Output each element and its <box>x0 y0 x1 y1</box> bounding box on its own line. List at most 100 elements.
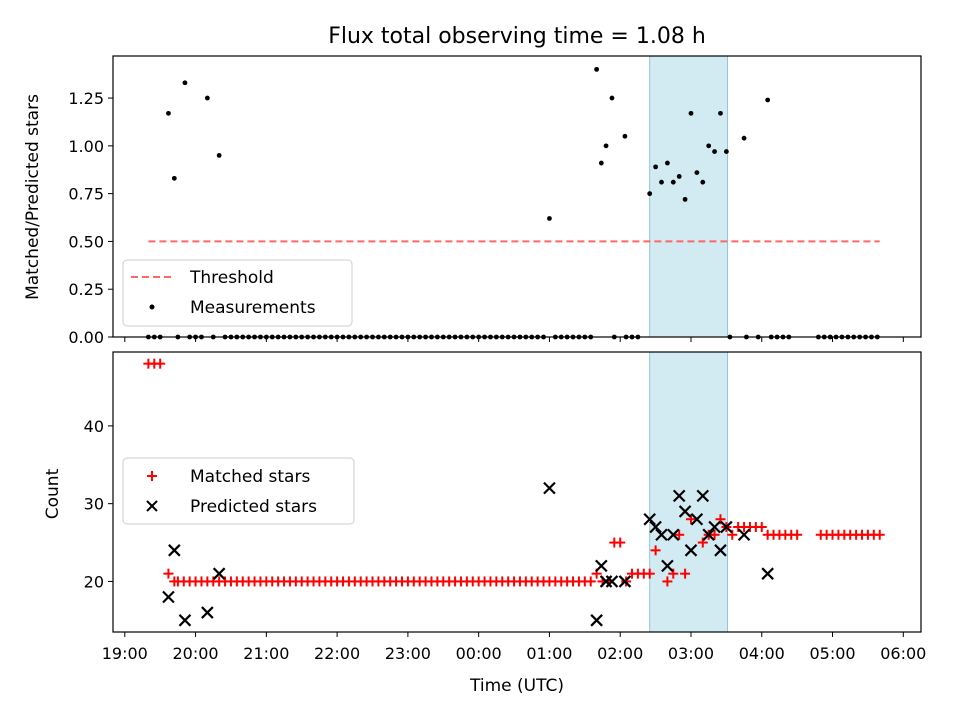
x-b <box>714 544 727 557</box>
x-tick-label: 22:00 <box>314 644 360 663</box>
matched-stars-point <box>874 529 885 540</box>
matched-stars-point <box>709 529 720 540</box>
measurement-point <box>741 135 747 141</box>
count-legend: Matched stars Predicted stars <box>122 457 355 525</box>
x-b <box>590 614 603 627</box>
plot-frame <box>112 55 922 338</box>
predicted-stars-point <box>761 567 774 580</box>
count-legend-box <box>122 457 355 525</box>
measurement-point <box>682 196 688 202</box>
matched-legend-swatch <box>147 471 157 481</box>
x-tick-label: 00:00 <box>456 644 502 663</box>
y-tick-label: 1.00 <box>68 137 104 156</box>
x-b <box>702 528 715 542</box>
x-b <box>618 575 632 588</box>
predicted-stars-point <box>737 528 751 542</box>
measurement-point <box>676 174 682 179</box>
plot-frame <box>112 351 922 633</box>
ratio-legend: Threshold Measurements <box>122 259 353 327</box>
measurement-point <box>723 149 729 154</box>
predicted-stars-point <box>649 520 662 534</box>
measurement-point <box>706 143 712 149</box>
threshold-legend-label: Threshold <box>189 268 274 288</box>
x-b <box>737 528 751 542</box>
measurement-point <box>653 164 658 170</box>
x-b <box>761 567 774 580</box>
x-tick-label: 21:00 <box>243 644 289 663</box>
x-b <box>690 512 704 526</box>
y-tick-label: 0.50 <box>68 232 104 251</box>
x-b <box>672 489 686 503</box>
predicted-stars-point <box>212 567 226 580</box>
predicted-stars-point <box>605 575 619 588</box>
matched-legend-label: Matched stars <box>190 467 310 487</box>
y-tick-label: 0.00 <box>68 328 104 347</box>
x-b <box>696 489 710 503</box>
x-b <box>667 528 680 542</box>
y-tick-label: 30 <box>84 495 104 514</box>
measurements-legend-swatch <box>149 304 155 310</box>
x-tick-label: 03:00 <box>668 644 714 663</box>
x-b <box>655 528 668 542</box>
x-tick-label: 23:00 <box>385 644 431 663</box>
matched-stars-point <box>163 568 174 579</box>
predicted-stars-point <box>595 559 608 573</box>
matched-stars-point <box>674 529 685 540</box>
measurement-point <box>700 179 706 185</box>
measurement-point <box>647 191 653 197</box>
predicted-stars-point <box>684 544 698 557</box>
measurement-point <box>659 179 664 185</box>
x-tick-label: 01:00 <box>526 644 572 663</box>
matched-stars-point <box>155 358 166 369</box>
x-tick-label: 20:00 <box>173 644 219 663</box>
matched-stars-point <box>650 545 661 556</box>
x-b <box>678 505 692 518</box>
measurement-point <box>204 95 210 101</box>
measurement-point <box>765 97 771 103</box>
observing-window-band <box>649 351 729 633</box>
predicted-stars-point <box>708 520 721 534</box>
measurement-point <box>712 149 717 154</box>
x-tick-label: 19:00 <box>102 644 148 663</box>
observing-window-band <box>649 55 729 338</box>
measurement-point <box>670 179 676 185</box>
measurement-point <box>603 143 609 149</box>
matched-stars-point <box>585 576 596 587</box>
x-b <box>201 606 214 619</box>
predicted-stars-point <box>643 512 656 526</box>
y-tick-label: 20 <box>84 572 104 591</box>
x-b <box>643 512 656 526</box>
measurement-point <box>216 153 222 158</box>
x-b <box>168 544 181 557</box>
predicted-stars-point <box>661 559 674 573</box>
predicted-stars-point <box>590 614 603 627</box>
x-b <box>178 614 192 627</box>
x-b <box>708 520 721 534</box>
measurements-legend-label: Measurements <box>190 298 316 318</box>
x-b <box>661 559 674 573</box>
x-b <box>162 590 175 604</box>
matched-stars-point <box>662 576 673 587</box>
matched-stars-point <box>756 522 767 532</box>
predicted-stars-point <box>543 481 556 495</box>
measurement-point <box>609 95 615 101</box>
x-tick-label: 04:00 <box>739 644 785 663</box>
ratio-panel: 0.00 0.25 0.50 0.75 1.00 1.25 <box>68 55 922 347</box>
matched-stars-point <box>615 537 626 548</box>
predicted-stars-point <box>178 614 192 627</box>
measurement-point <box>171 175 177 181</box>
matched-stars-point <box>680 568 691 579</box>
predicted-stars-point <box>162 590 175 604</box>
x-tick-label: 05:00 <box>809 644 855 663</box>
predicted-stars-point <box>714 544 727 557</box>
predicted-stars-point <box>720 520 733 534</box>
y-tick-label: 0.25 <box>68 280 104 299</box>
predicted-stars-point <box>678 505 692 518</box>
measurement-point <box>664 160 670 166</box>
x-b <box>605 575 619 588</box>
predicted-legend-swatch <box>146 500 158 512</box>
measurement-point <box>694 170 700 176</box>
measurement-point <box>622 133 628 139</box>
matched-stars-point <box>644 568 655 579</box>
